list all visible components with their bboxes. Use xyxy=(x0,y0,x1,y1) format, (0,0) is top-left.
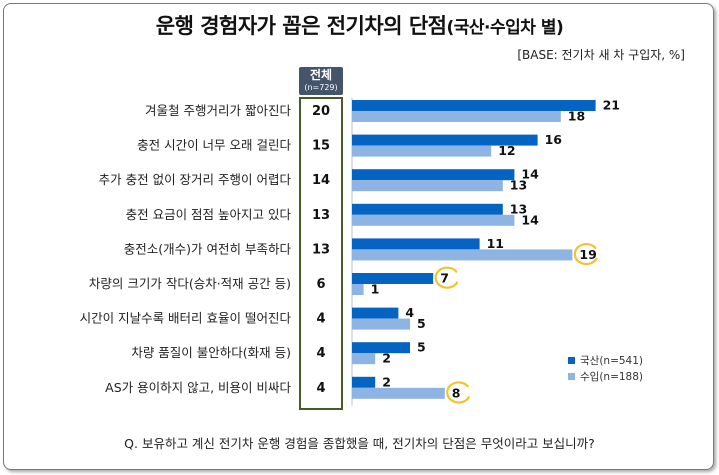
total-column-header: 전체 (n=729) xyxy=(299,67,343,95)
legend-label-imported: 수입(n=188) xyxy=(580,370,643,383)
total-value-label: 14 xyxy=(312,173,330,188)
domestic-bar xyxy=(352,273,434,284)
domestic-value-label: 4 xyxy=(405,305,414,320)
legend-label-domestic: 국산(n=541) xyxy=(580,355,643,367)
domestic-bar xyxy=(352,238,480,250)
chart-title: 운행 경험자가 꼽은 전기차의 단점(국산·수입차 별) xyxy=(0,10,719,40)
chart-title-sub: (국산·수입차 별) xyxy=(446,18,564,38)
imported-value-label: 5 xyxy=(417,316,426,331)
imported-value-label: 14 xyxy=(521,212,539,227)
imported-bar xyxy=(352,111,561,122)
domestic-bar xyxy=(352,203,503,215)
chart-title-main: 운행 경험자가 꼽은 전기차의 단점 xyxy=(155,14,447,38)
imported-bar xyxy=(352,318,410,330)
category-label: 차량 품질이 불안하다(화재 등) xyxy=(131,345,291,360)
imported-value-label: 8 xyxy=(452,385,461,400)
category-label: 충전 요금이 점점 높아지고 있다 xyxy=(126,207,292,222)
total-value-label: 15 xyxy=(312,139,330,154)
highlight-ring xyxy=(446,381,470,404)
imported-value-label: 12 xyxy=(498,143,515,158)
total-value-label: 6 xyxy=(316,277,325,292)
imported-bar xyxy=(352,145,492,157)
category-label: 겨울철 주행거리가 짧아진다 xyxy=(145,103,291,118)
domestic-value-label: 11 xyxy=(487,236,504,251)
total-value-label: 13 xyxy=(312,208,330,223)
imported-bar xyxy=(352,284,364,295)
domestic-value-label: 5 xyxy=(417,340,426,355)
imported-value-label: 1 xyxy=(371,282,380,297)
base-note: [BASE: 전기차 새 차 구입자, %] xyxy=(517,48,685,62)
highlight-ring xyxy=(573,242,598,266)
imported-bar xyxy=(352,249,573,261)
legend-swatch-imported xyxy=(568,373,575,380)
domestic-bar xyxy=(352,342,410,354)
domestic-bar xyxy=(352,307,399,319)
domestic-bar xyxy=(352,376,376,388)
domestic-bar xyxy=(352,100,596,111)
domestic-value-label: 16 xyxy=(545,132,563,147)
total-value-label: 20 xyxy=(312,104,330,119)
category-label: 추가 충전 없이 장거리 주행이 어렵다 xyxy=(99,172,292,187)
imported-value-label: 18 xyxy=(568,109,585,124)
imported-bar xyxy=(352,180,503,192)
domestic-value-label: 21 xyxy=(603,98,620,113)
category-label: AS가 용이하지 않고, 비용이 비싸다 xyxy=(105,380,291,395)
total-value-label: 4 xyxy=(316,381,325,396)
total-value-label: 4 xyxy=(316,312,325,327)
total-column-label: 전체 xyxy=(309,68,333,82)
imported-bar xyxy=(352,214,515,226)
category-label: 시간이 지날수록 배터리 효율이 떨어진다 xyxy=(80,311,292,326)
category-label: 충전 시간이 너무 오래 걸린다 xyxy=(137,138,291,153)
total-value-label: 13 xyxy=(312,242,330,257)
total-column-n: (n=729) xyxy=(304,83,338,92)
total-column-box xyxy=(299,97,343,410)
imported-bar xyxy=(352,353,376,365)
imported-value-label: 2 xyxy=(382,351,391,366)
highlight-ring xyxy=(434,266,459,289)
domestic-value-label: 13 xyxy=(510,201,527,216)
imported-value-label: 13 xyxy=(510,178,527,193)
legend-swatch-domestic xyxy=(568,357,575,364)
domestic-bar xyxy=(352,169,515,181)
domestic-bar xyxy=(352,134,538,146)
category-label: 차량의 크기가 작다(승차·적재 공간 등) xyxy=(89,276,291,291)
domestic-value-label: 7 xyxy=(440,271,449,286)
survey-question: Q. 보유하고 계신 전기차 운행 경험을 종합했을 때, 전기차의 단점은 무… xyxy=(124,436,595,451)
imported-bar xyxy=(352,387,445,399)
category-label: 충전소(개수)가 여전히 부족하다 xyxy=(124,241,292,256)
domestic-value-label: 2 xyxy=(382,374,391,389)
imported-value-label: 19 xyxy=(579,247,596,262)
chart-frame xyxy=(3,3,714,470)
total-value-label: 4 xyxy=(316,346,325,361)
domestic-value-label: 14 xyxy=(521,167,539,182)
